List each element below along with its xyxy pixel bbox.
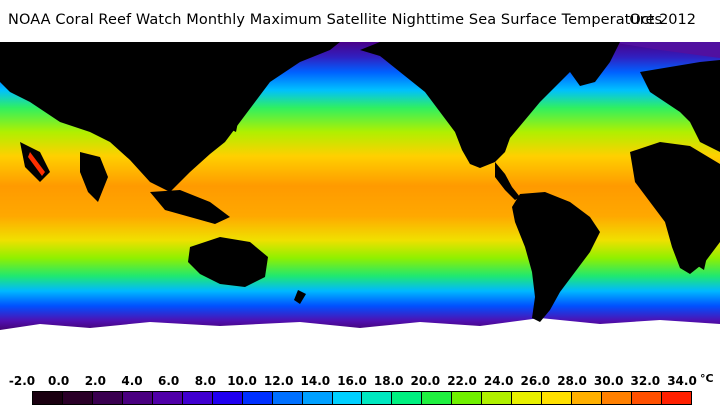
colorbar-swatch bbox=[332, 392, 363, 404]
colorbar-tick-label: 28.0 bbox=[557, 374, 587, 388]
japan bbox=[228, 102, 240, 132]
madagascar bbox=[698, 247, 708, 270]
colorbar-tick-label: 16.0 bbox=[337, 374, 367, 388]
map-date: Oct 2012 bbox=[629, 12, 696, 28]
colorbar-swatch bbox=[182, 392, 213, 404]
maritime-southeast-asia bbox=[150, 190, 230, 224]
land-masses bbox=[0, 42, 720, 322]
colorbar-swatch bbox=[662, 392, 691, 404]
temperature-colorbar bbox=[32, 391, 692, 405]
colorbar-swatch bbox=[512, 392, 543, 404]
colorbar-swatch bbox=[212, 392, 243, 404]
colorbar-tick-label: 0.0 bbox=[48, 374, 70, 388]
colorbar-swatch bbox=[392, 392, 423, 404]
colorbar-swatch bbox=[242, 392, 273, 404]
south-america bbox=[512, 192, 600, 322]
new-zealand bbox=[294, 290, 306, 304]
colorbar-swatch bbox=[602, 392, 633, 404]
central-america bbox=[495, 162, 520, 200]
colorbar-tick-label: 2.0 bbox=[84, 374, 106, 388]
colorbar-swatch bbox=[632, 392, 663, 404]
colorbar-swatch bbox=[422, 392, 453, 404]
colorbar-swatch bbox=[122, 392, 153, 404]
colorbar-tick-label: 30.0 bbox=[593, 374, 624, 388]
colorbar-tick-label: 26.0 bbox=[520, 374, 551, 388]
eurasia-west bbox=[0, 42, 340, 192]
colorbar-tick-label: 22.0 bbox=[447, 374, 477, 388]
colorbar-tick-label: 8.0 bbox=[194, 374, 216, 388]
antarctic-ice bbox=[0, 318, 720, 372]
colorbar-swatch bbox=[62, 392, 93, 404]
india bbox=[80, 152, 108, 202]
colorbar-tick-label: 34.0 bbox=[667, 374, 697, 388]
colorbar-tick-label: 14.0 bbox=[300, 374, 331, 388]
colorbar-tick-label: 12.0 bbox=[263, 374, 294, 388]
colorbar-swatch bbox=[272, 392, 303, 404]
colorbar-tick-label: 32.0 bbox=[630, 374, 661, 388]
colorbar-swatch bbox=[362, 392, 393, 404]
colorbar-tick-label: 6.0 bbox=[158, 374, 180, 388]
map-title: NOAA Coral Reef Watch Monthly Maximum Sa… bbox=[8, 12, 663, 28]
sst-map bbox=[0, 42, 720, 372]
colorbar-tick-label: 4.0 bbox=[121, 374, 143, 388]
colorbar-swatch bbox=[302, 392, 333, 404]
sst-map-graphic bbox=[0, 42, 720, 372]
colorbar-swatch bbox=[482, 392, 513, 404]
greenland bbox=[560, 42, 620, 86]
colorbar-swatch bbox=[452, 392, 483, 404]
africa bbox=[630, 142, 720, 274]
colorbar-swatch bbox=[572, 392, 603, 404]
temperature-unit: °C bbox=[700, 372, 714, 385]
colorbar-swatch bbox=[92, 392, 123, 404]
arctic-sea bbox=[610, 42, 720, 58]
colorbar-tick-label: 20.0 bbox=[410, 374, 441, 388]
colorbar-tick-label: 24.0 bbox=[483, 374, 514, 388]
eurasia-east-edge bbox=[640, 60, 720, 152]
colorbar-swatch bbox=[542, 392, 573, 404]
colorbar-tick-label: -2.0 bbox=[8, 374, 36, 388]
title-bar: NOAA Coral Reef Watch Monthly Maximum Sa… bbox=[0, 0, 720, 42]
colorbar-swatch bbox=[33, 392, 63, 404]
north-america bbox=[360, 42, 580, 168]
colorbar-tick-label: 10.0 bbox=[227, 374, 257, 388]
red-sea bbox=[28, 152, 45, 176]
colorbar-tick-labels: -2.0 0.0 2.0 4.0 6.0 8.0 10.0 12.0 14.0 16.0 18.0 2… bbox=[0, 374, 720, 390]
australia bbox=[188, 237, 268, 287]
colorbar-swatch bbox=[152, 392, 183, 404]
colorbar-tick-label: 18.0 bbox=[373, 374, 404, 388]
